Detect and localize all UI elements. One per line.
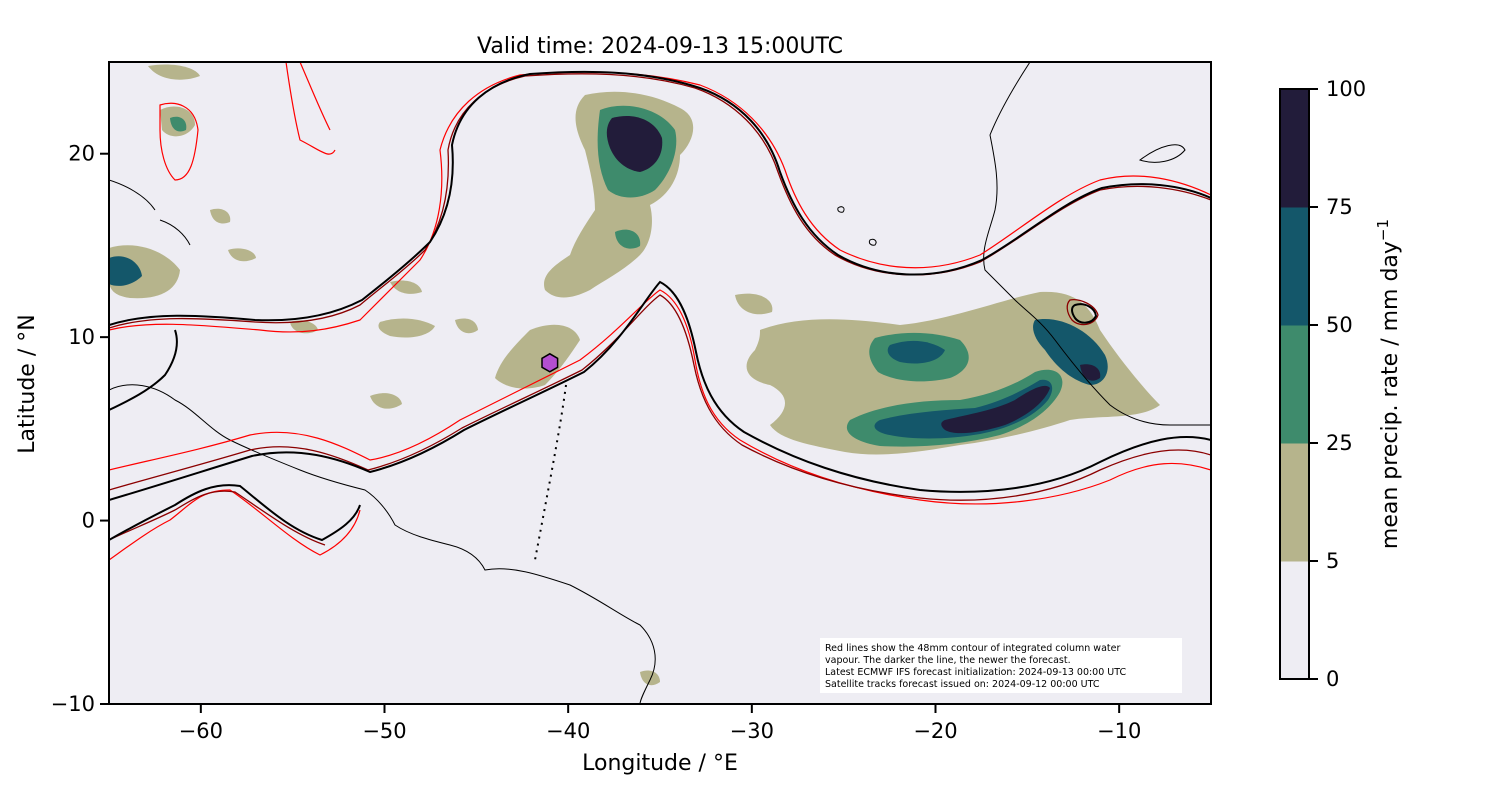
precip-patch-south — [640, 670, 660, 686]
x-tick-label: −50 — [362, 719, 406, 743]
note-background — [820, 638, 1182, 693]
iwv-contour-latest-3 — [109, 484, 361, 542]
x-axis: −60 −50 −40 −30 −20 −10 — [179, 704, 1141, 743]
colorbar-segment — [1280, 443, 1309, 562]
x-tick-label: −40 — [546, 719, 590, 743]
note-line-2: vapour. The darker the line, the newer t… — [825, 655, 1071, 666]
colorbar-tick-label: 50 — [1326, 313, 1353, 337]
precip-patch-west-3 — [148, 64, 200, 80]
colorbar-segment — [1280, 89, 1309, 208]
precip-region-east-core-inner — [887, 340, 945, 364]
x-tick-label: −10 — [1097, 719, 1141, 743]
x-tick-label: −60 — [179, 719, 223, 743]
precip-region-north-max — [606, 116, 663, 172]
coastline-africa — [983, 62, 1211, 426]
colorbar-tick-label: 25 — [1326, 431, 1353, 455]
precip-region-east-band-max — [941, 385, 1050, 434]
coastline-island-1 — [837, 206, 845, 213]
precip-patch-west-2 — [170, 116, 187, 132]
colorbar-segment — [1280, 207, 1309, 326]
precip-region-north-patch — [615, 229, 641, 249]
precip-patch-3 — [455, 318, 478, 334]
colorbar-label-exponent: −1 — [1374, 219, 1392, 241]
plot-title: Valid time: 2024-09-13 15:00UTC — [477, 34, 843, 59]
note-line-4: Satellite tracks forecast issued on: 202… — [825, 679, 1100, 690]
colorbar: 0 5 25 50 75 100 — [1279, 77, 1366, 691]
precip-patch-west-4 — [210, 208, 231, 224]
precip-patch-5 — [390, 280, 422, 294]
precip-patch-4 — [370, 393, 402, 409]
iwv-contour-latest-1 — [109, 70, 1211, 326]
colorbar-label-text: mean precip. rate / mm day — [1378, 241, 1403, 549]
colorbar-segment — [1280, 325, 1309, 444]
note-line-1: Red lines show the 48mm contour of integ… — [825, 643, 1120, 654]
y-tick-label: 20 — [68, 142, 95, 166]
iwv-contour-old-5 — [285, 62, 336, 155]
precip-patch-1 — [378, 318, 435, 338]
precip-patch-west-5 — [228, 248, 256, 262]
colorbar-segment — [1280, 561, 1309, 680]
x-axis-title: Longitude / °E — [582, 751, 738, 776]
coastlines — [109, 62, 1211, 704]
precip-region-central — [495, 324, 580, 389]
map-frame — [108, 61, 1212, 705]
forecast-note: Red lines show the 48mm contour of integ… — [820, 638, 1182, 693]
y-axis: 20 10 0 −10 — [51, 142, 109, 716]
coastline-spain-island — [1138, 144, 1186, 163]
colorbar-tick-label: 5 — [1326, 549, 1339, 573]
iwv-contour-latest-5 — [1071, 303, 1098, 324]
precip-field — [109, 64, 1160, 686]
note-line-3: Latest ECMWF IFS forecast initialization… — [825, 667, 1126, 678]
location-marker — [541, 352, 559, 373]
iwv-contour-old-4 — [159, 102, 199, 181]
iwv-contour-mid-3 — [1066, 299, 1099, 326]
iwv-contour-latest-2 — [109, 280, 1211, 501]
colorbar-tick-label: 0 — [1326, 667, 1339, 691]
y-tick-label: 0 — [82, 509, 95, 533]
x-tick-label: −30 — [730, 719, 774, 743]
coastline-south-america — [109, 384, 656, 704]
y-tick-label: 10 — [68, 325, 95, 349]
iwv-contours-latest — [109, 70, 1211, 542]
iwv-contour-old-2 — [109, 289, 1211, 505]
coastline-caribbean — [109, 179, 191, 246]
colorbar-frame — [1279, 88, 1310, 680]
precip-patch-2 — [290, 320, 318, 334]
coastline-island-2 — [868, 238, 877, 246]
map-layers — [109, 62, 1211, 704]
iwv-contour-mid-4 — [109, 490, 326, 546]
precip-region-coast-max — [1080, 364, 1101, 381]
colorbar-label: mean precip. rate / mm day−1 — [1374, 219, 1403, 549]
y-axis-title: Latitude / °N — [15, 314, 40, 453]
iwv-contour-old-3 — [109, 489, 361, 561]
y-tick-label: −10 — [51, 692, 95, 716]
iwv-contour-latest-4 — [109, 329, 178, 411]
iwv-contour-mid-2 — [109, 294, 1211, 501]
colorbar-tick-label: 100 — [1326, 77, 1366, 101]
precip-region-west-core — [109, 256, 142, 286]
colorbar-tick-label: 75 — [1326, 195, 1353, 219]
precip-patch-6 — [735, 293, 773, 315]
x-tick-label: −20 — [913, 719, 957, 743]
